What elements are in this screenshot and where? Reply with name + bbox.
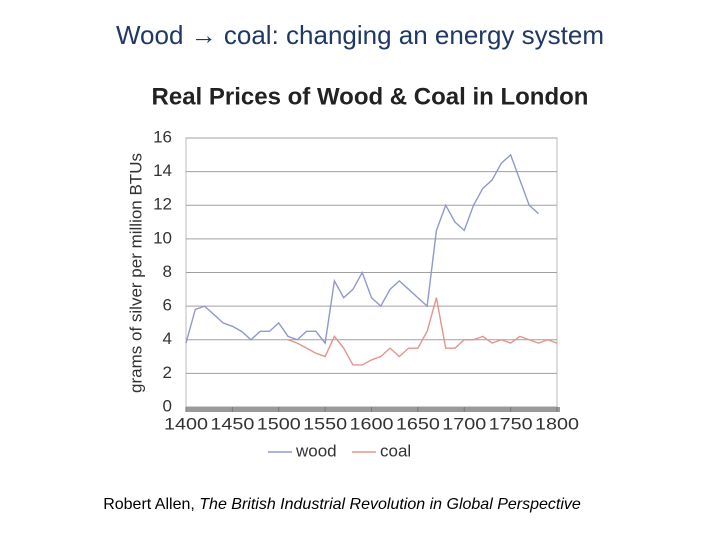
y-tick-label: 6: [163, 296, 172, 315]
line-wood: [185, 153, 539, 345]
y-tick-label: 4: [163, 329, 172, 348]
x-tick-label: 1700: [442, 414, 486, 433]
x-tick-label: 1550: [303, 414, 347, 433]
x-tick-label: 1750: [489, 414, 533, 433]
x-tick-label: 1600: [350, 414, 394, 433]
slide-title: Wood → coal: changing an energy system: [116, 20, 604, 50]
legend-label: wood: [295, 441, 337, 460]
citation-work: The British Industrial Revolution in Glo…: [199, 496, 581, 513]
y-tick-label: 0: [163, 396, 172, 415]
y-tick-label: 12: [153, 195, 172, 214]
x-tick-label: 1500: [257, 414, 301, 433]
y-tick-label: 10: [153, 228, 172, 247]
y-axis-label: grams of silver per million BTUs: [126, 153, 145, 393]
x-tick-label: 1650: [396, 414, 440, 433]
y-tick-label: 16: [153, 127, 172, 146]
citation-author: Robert Allen,: [103, 496, 195, 513]
y-tick-label: 14: [153, 161, 172, 180]
x-tick-label: 1400: [164, 414, 208, 433]
citation: Robert Allen, The British Industrial Rev…: [0, 496, 684, 514]
chart: Wood → coal: changing an energy system R…: [116, 20, 604, 461]
legend-label: coal: [380, 441, 411, 460]
x-tick-label: 1800: [535, 414, 579, 433]
x-tick-label: 1450: [210, 414, 254, 433]
y-tick-label: 2: [163, 363, 172, 382]
line-coal: [287, 297, 558, 366]
chart-title: Real Prices of Wood & Coal in London: [152, 83, 589, 110]
y-tick-label: 8: [163, 262, 172, 281]
x-axis-bar: [186, 407, 560, 412]
